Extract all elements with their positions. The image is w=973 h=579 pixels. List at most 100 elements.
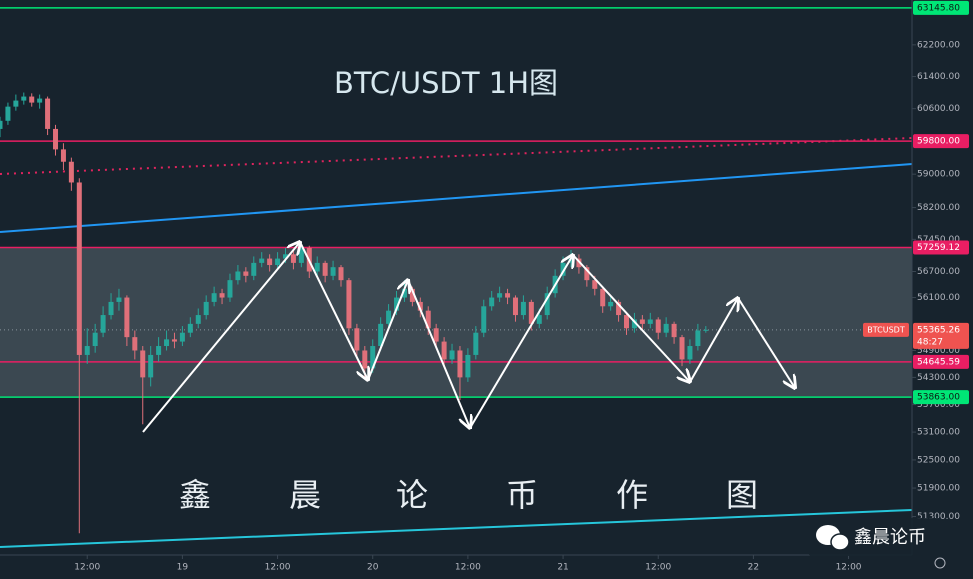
x-tick-label: 22 bbox=[748, 563, 759, 573]
candle-body bbox=[195, 315, 201, 324]
candles bbox=[0, 92, 709, 534]
arrow bbox=[572, 254, 690, 382]
candle-body bbox=[362, 350, 368, 369]
candle-body bbox=[92, 332, 98, 347]
y-tick-label: 54900.00 bbox=[917, 346, 960, 356]
candle-body bbox=[505, 293, 511, 298]
y-tick-label: 61400.00 bbox=[917, 72, 960, 82]
candle-body bbox=[473, 332, 479, 355]
arrow bbox=[469, 255, 573, 429]
candle-body bbox=[116, 297, 122, 302]
candle-body bbox=[703, 329, 709, 331]
candle-body bbox=[108, 301, 114, 316]
x-tick-label: 12:00 bbox=[836, 563, 862, 573]
candle-body bbox=[243, 271, 249, 276]
candle-body bbox=[616, 301, 622, 316]
candle-body bbox=[148, 354, 154, 378]
y-tick-label: 51300.00 bbox=[917, 512, 960, 522]
candle-body bbox=[584, 267, 590, 281]
y-tick-label: 52500.00 bbox=[917, 455, 960, 465]
candle-body bbox=[330, 267, 336, 276]
candle-body bbox=[13, 100, 19, 107]
level-tag bbox=[913, 134, 969, 149]
candle-body bbox=[425, 310, 431, 329]
candle-body bbox=[679, 337, 685, 360]
candle-body bbox=[346, 280, 352, 329]
candle-body bbox=[394, 297, 400, 311]
level-label: 57259.12 bbox=[917, 243, 960, 253]
candle-body bbox=[29, 96, 35, 103]
candle-body bbox=[409, 288, 415, 302]
arrow bbox=[737, 297, 795, 388]
x-tick-label: 12:00 bbox=[645, 563, 671, 573]
price-axis bbox=[912, 0, 973, 579]
candle-body bbox=[124, 297, 130, 338]
candle-body bbox=[60, 149, 66, 162]
candle-body bbox=[600, 288, 606, 307]
candle-body bbox=[536, 315, 542, 324]
candle-body bbox=[187, 323, 193, 333]
y-tick-label: 54300.00 bbox=[917, 373, 960, 383]
candle-body bbox=[290, 254, 296, 263]
candle-body bbox=[219, 293, 225, 298]
candle-body bbox=[171, 339, 177, 342]
y-tick-label: 58200.00 bbox=[917, 203, 960, 213]
candle-body bbox=[275, 258, 281, 266]
level-label: 63145.80 bbox=[917, 3, 960, 13]
candle-body bbox=[497, 293, 503, 298]
candle-body bbox=[338, 267, 344, 281]
candle-body bbox=[203, 301, 209, 316]
candle-body bbox=[251, 262, 257, 276]
settings-icon[interactable] bbox=[934, 557, 946, 569]
candle-body bbox=[520, 301, 526, 316]
watermark: 鑫晨论币作图 bbox=[179, 476, 758, 514]
candle-body bbox=[370, 346, 376, 369]
candle-body bbox=[267, 258, 273, 266]
candle-body bbox=[5, 106, 11, 121]
trend-line bbox=[0, 163, 913, 233]
watermark-char: 币 bbox=[506, 476, 538, 514]
candle-body bbox=[282, 254, 288, 259]
candle-body bbox=[639, 319, 645, 324]
candle-body bbox=[608, 301, 614, 307]
y-tick-label: 53700.00 bbox=[917, 400, 960, 410]
y-tick-label: 56100.00 bbox=[917, 293, 960, 303]
candle-body bbox=[37, 98, 43, 103]
logo-text: 鑫晨论币 bbox=[854, 527, 926, 548]
candle-body bbox=[53, 128, 59, 150]
candle-body bbox=[21, 96, 27, 101]
candle-body bbox=[465, 354, 471, 378]
arrow bbox=[299, 241, 368, 380]
candle-body bbox=[235, 271, 241, 281]
candle-body bbox=[417, 301, 423, 311]
arrow bbox=[367, 280, 408, 381]
candle-body bbox=[512, 297, 518, 316]
candle-body bbox=[386, 310, 392, 324]
candle-body bbox=[84, 346, 90, 355]
countdown: 48:27 bbox=[917, 337, 943, 347]
level-label: 54645.59 bbox=[917, 357, 960, 367]
candle-body bbox=[354, 328, 360, 351]
candle-body bbox=[441, 341, 447, 360]
candle-body bbox=[528, 301, 534, 324]
range-zone bbox=[0, 247, 912, 398]
price-tag bbox=[913, 322, 969, 349]
candle-body bbox=[481, 306, 487, 333]
candle-body bbox=[68, 161, 74, 183]
arrow bbox=[407, 279, 470, 428]
level-tag bbox=[913, 354, 969, 369]
arrows bbox=[142, 241, 795, 433]
candle-body bbox=[671, 323, 677, 338]
y-tick-label: 59000.00 bbox=[917, 170, 960, 180]
candle-body bbox=[695, 330, 701, 347]
x-tick-label: 12:00 bbox=[74, 563, 100, 573]
y-tick-label: 60600.00 bbox=[917, 104, 960, 114]
candle-body bbox=[631, 319, 637, 329]
candle-body bbox=[259, 258, 265, 263]
symbol-label: BTCUSDT bbox=[867, 325, 905, 334]
candle-body bbox=[140, 350, 146, 378]
candle-body bbox=[132, 337, 138, 351]
logo-icon bbox=[816, 525, 850, 551]
candle-body bbox=[449, 350, 455, 360]
